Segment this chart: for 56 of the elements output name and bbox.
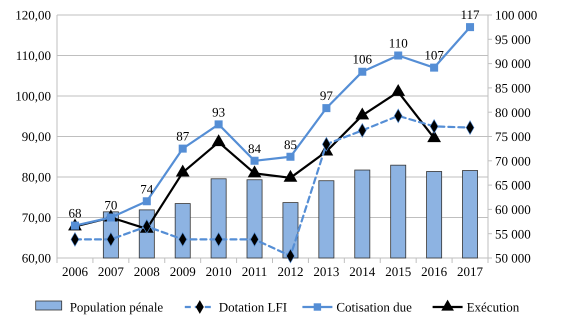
y2-tick-label: 60 000 <box>495 202 531 217</box>
data-label: 85 <box>284 136 297 152</box>
x-tick-label: 2017 <box>457 264 484 279</box>
y2-tick-label: 55 000 <box>495 226 531 242</box>
data-label: 87 <box>176 128 190 144</box>
y2-tick-label: 75 000 <box>495 129 531 144</box>
y-tick-label: 90,00 <box>22 129 51 144</box>
point <box>466 23 474 32</box>
x-tick-label: 2015 <box>385 264 412 279</box>
x-tick-label: 2014 <box>349 264 376 279</box>
point <box>430 64 438 72</box>
point <box>358 68 366 76</box>
y2-tick-label: 70 000 <box>495 153 531 168</box>
y-tick-label: 70,00 <box>22 210 51 226</box>
data-label: 117 <box>460 7 480 22</box>
y2-tick-label: 65 000 <box>495 178 531 193</box>
data-label: 93 <box>212 104 226 120</box>
data-label: 107 <box>424 48 444 63</box>
data-label: 68 <box>68 206 82 221</box>
legend-label: Population pénale <box>70 300 164 315</box>
point <box>286 152 294 161</box>
y2-tick-label: 50 000 <box>495 250 531 266</box>
y2-tick-label: 90 000 <box>495 56 531 72</box>
y2-tick-label: 95 000 <box>495 32 531 47</box>
x-tick-label: 2012 <box>277 264 304 279</box>
legend-label: Dotation LFI <box>218 300 288 315</box>
data-label: 84 <box>248 140 262 156</box>
point <box>322 104 330 112</box>
y-tick-label: 110,00 <box>16 48 51 64</box>
data-label: 74 <box>140 181 154 196</box>
y-tick-label: 60,00 <box>22 250 51 266</box>
point <box>214 120 223 128</box>
x-tick-label: 2016 <box>421 264 448 279</box>
legend-label: Cotisation due <box>336 300 412 315</box>
y2-tick-label: 100 000 <box>495 8 538 23</box>
point <box>394 51 402 60</box>
point <box>178 144 187 153</box>
legend-label: Exécution <box>466 300 520 315</box>
x-tick-label: 2009 <box>170 264 196 279</box>
x-tick-label: 2008 <box>134 264 160 279</box>
y-tick-label: 120,00 <box>15 8 51 23</box>
y-tick-label: 100,00 <box>15 88 51 104</box>
x-tick-label: 2006 <box>62 264 88 279</box>
data-label: 70 <box>104 198 118 212</box>
point <box>250 156 259 165</box>
data-label: 97 <box>320 88 334 104</box>
x-tick-label: 2007 <box>98 264 124 279</box>
data-label: 106 <box>352 52 373 67</box>
point <box>142 197 151 206</box>
x-tick-label: 2010 <box>206 264 232 279</box>
y2-tick-label: 80 000 <box>495 104 531 120</box>
y2-tick-label: 85 000 <box>495 80 531 96</box>
x-tick-label: 2013 <box>313 264 340 279</box>
data-label: 110 <box>388 36 408 50</box>
y-tick-label: 80,00 <box>22 170 51 185</box>
x-tick-label: 2011 <box>242 264 268 279</box>
